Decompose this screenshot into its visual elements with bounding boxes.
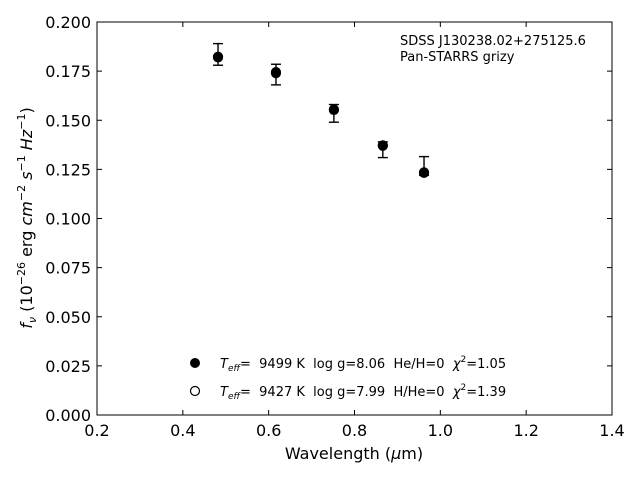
model-point-open	[328, 104, 339, 115]
model-point-open	[377, 140, 388, 151]
y-tick-label: 0.000	[45, 406, 91, 425]
model-point-open	[212, 51, 224, 62]
y-tick-label: 0.125	[45, 160, 91, 179]
legend-marker-filled	[190, 358, 200, 368]
annotation-object-name: SDSS J130238.02+275125.6	[400, 34, 586, 49]
x-tick-label: 1.0	[428, 421, 453, 440]
legend-entry-2: Teff= 9427 K log g=7.99 H/He=0 χ2=1.39	[220, 383, 506, 402]
error-bars	[213, 42, 430, 176]
model-point-open	[418, 167, 430, 178]
data-points	[212, 51, 430, 179]
model-point-open	[270, 67, 282, 78]
y-tick-label: 0.200	[45, 13, 91, 32]
x-tick-label: 0.4	[170, 421, 195, 440]
y-tick-label: 0.150	[45, 111, 91, 130]
y-tick-label: 0.050	[45, 308, 91, 327]
x-tick-label: 0.6	[256, 421, 281, 440]
x-tick-label: 1.2	[513, 421, 538, 440]
x-tick-label: 1.4	[599, 421, 624, 440]
y-tick-label: 0.175	[45, 62, 91, 81]
x-tick-label: 0.8	[342, 421, 367, 440]
x-tick-label: 0.2	[84, 421, 109, 440]
legend-entry-1: Teff= 9499 K log g=8.06 He/H=0 χ2=1.05	[220, 355, 506, 374]
y-axis-title: fν (10−26 erg cm−2 s−1 Hz−1)	[15, 107, 39, 328]
x-axis-title: Wavelength (μm)	[285, 444, 423, 463]
legend-marker-open	[189, 385, 201, 397]
legend: Teff= 9499 K log g=8.06 He/H=0 χ2=1.05 T…	[189, 355, 506, 402]
annotation-survey: Pan-STARRS grizy	[400, 50, 515, 65]
axis-ticks: 0.2 0.4 0.6 0.8 1.0 1.2 1.4 0.000 0.025 0.050 0.07…	[45, 13, 625, 440]
y-tick-label: 0.100	[45, 210, 91, 229]
y-tick-label: 0.075	[45, 259, 91, 278]
y-tick-label: 0.025	[45, 357, 91, 376]
